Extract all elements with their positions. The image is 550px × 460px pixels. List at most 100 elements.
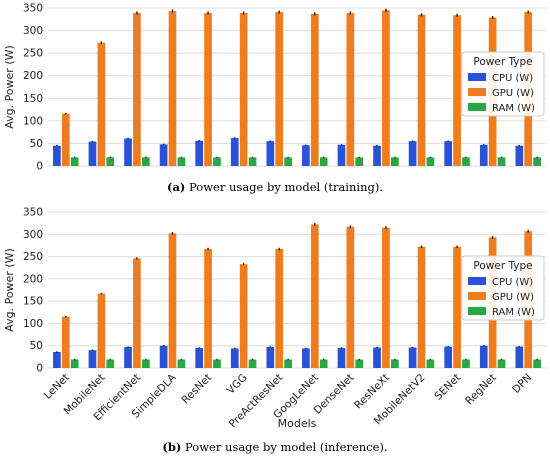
y-tick-label: 0 [36,161,43,173]
bar-gpu-efficientnet [133,258,141,368]
legend: Power Type CPU (W) GPU (W) RAM (W) [461,51,545,117]
bar-cpu-resnext [373,347,381,368]
y-tick-label: 350 [23,207,43,219]
bar-cpu-preactresnet [266,141,275,166]
bar-gpu-efficientnet [133,12,141,167]
x-tick-label-regnet: RegNet [463,372,499,408]
caption-training-tag: (a) [167,180,186,194]
bar-cpu-googlenet [302,348,310,368]
bar-gpu-vgg [239,264,248,368]
legend-swatch-cpu [468,73,486,81]
bar-ram-mobilenet [106,359,115,368]
bar-gpu-densenet [346,226,355,368]
legend-label-gpu: GPU (W) [492,292,534,303]
bar-ram-efficientnet [141,359,150,368]
caption-inference-tag: (b) [162,440,182,454]
y-tick-label: 250 [23,251,43,263]
bar-ram-dpn [533,359,541,368]
bar-ram-vgg [248,157,257,166]
y-tick-label: 100 [23,115,43,127]
bar-ram-lenet [70,157,79,166]
chart-training: 0 50 100 150 200 250 300 350 Avg. Power (W) Power… [3,3,546,173]
bar-gpu-lenet [61,113,70,166]
bar-ram-googlenet [319,359,328,368]
bar-cpu-resnet [195,347,204,368]
bar-gpu-resnet [204,248,212,368]
y-tick-label: 0 [36,363,43,375]
bar-gpu-mobilenet [97,42,106,167]
legend-swatch-ram [468,307,486,315]
y-tick-label: 350 [23,3,43,15]
bar-cpu-dpn [515,346,524,368]
y-tick-label: 50 [30,340,43,352]
bar-cpu-simpledla [159,345,168,368]
x-tick-label-resnet: ResNet [179,372,214,407]
bar-gpu-senet [453,246,461,368]
bar-gpu-mobilenetv2 [417,246,426,368]
chart-inference: 0 50 100 150 200 250 300 350 Avg. Power (W) LeNet… [3,207,546,430]
bar-gpu-mobilenetv2 [417,14,426,167]
caption-training: (a) Power usage by model (training). [0,180,550,194]
bar-ram-dpn [533,157,541,166]
x-tick-label-lenet: LeNet [42,372,72,402]
legend-label-gpu: GPU (W) [492,88,534,99]
bar-cpu-mobilenetv2 [408,141,417,166]
y-axis-label: Avg. Power (W) [3,248,16,332]
bar-gpu-senet [453,15,461,167]
bar-gpu-preactresnet [275,248,284,368]
x-tick-label-vgg: VGG [225,372,250,397]
bar-cpu-lenet [53,145,61,166]
bar-gpu-lenet [61,316,70,368]
bar-ram-preactresnet [284,157,292,166]
caption-inference: (b) Power usage by model (inference). [0,440,550,454]
bar-ram-mobilenetv2 [426,157,435,166]
legend-swatch-gpu [468,88,486,96]
bar-ram-simpledla [177,157,186,166]
bar-gpu-resnext [382,227,390,368]
bar-gpu-simpledla [168,11,177,166]
y-tick-label: 150 [23,296,43,308]
x-tick-label-dpn: DPN [510,372,534,396]
bar-cpu-resnet [195,140,204,166]
bar-gpu-resnext [382,10,390,167]
x-axis-label: Models [278,417,317,430]
bar-ram-resnext [390,157,399,166]
legend-title: Power Type [473,260,532,272]
bar-ram-efficientnet [141,157,150,166]
bar-cpu-efficientnet [124,138,132,166]
bar-ram-googlenet [319,157,328,166]
bar-gpu-preactresnet [275,12,284,167]
bar-gpu-vgg [239,12,248,167]
bar-ram-senet [462,157,470,166]
bar-ram-senet [462,359,470,368]
bar-cpu-resnext [373,145,381,166]
bar-gpu-googlenet [310,224,319,368]
y-tick-label: 300 [23,25,43,37]
bar-cpu-googlenet [302,145,310,166]
bar-gpu-googlenet [310,13,319,166]
legend-label-cpu: CPU (W) [492,277,533,288]
bar-ram-resnet [213,157,221,166]
x-tick-label-senet: SENet [432,372,463,403]
bar-ram-vgg [248,359,257,368]
y-tick-label: 150 [23,93,43,105]
y-tick-label: 200 [23,273,43,285]
legend-box [461,255,545,321]
y-axis-label: Avg. Power (W) [3,45,16,129]
bar-cpu-regnet [479,144,488,166]
bar-ram-regnet [497,359,506,368]
y-tick-label: 300 [23,229,43,241]
bar-cpu-vgg [230,138,239,166]
legend-swatch-gpu [468,292,486,300]
legend-label-cpu: CPU (W) [492,73,533,84]
legend: Power Type CPU (W) GPU (W) RAM (W) [461,255,545,321]
legend-swatch-cpu [468,277,486,285]
bar-gpu-simpledla [168,233,177,368]
caption-training-text: Power usage by model (training). [189,180,383,194]
bar-ram-lenet [70,359,79,368]
caption-inference-text: Power usage by model (inference). [185,440,388,454]
bar-cpu-senet [444,346,453,368]
bar-cpu-simpledla [159,144,168,166]
bar-gpu-densenet [346,12,355,167]
